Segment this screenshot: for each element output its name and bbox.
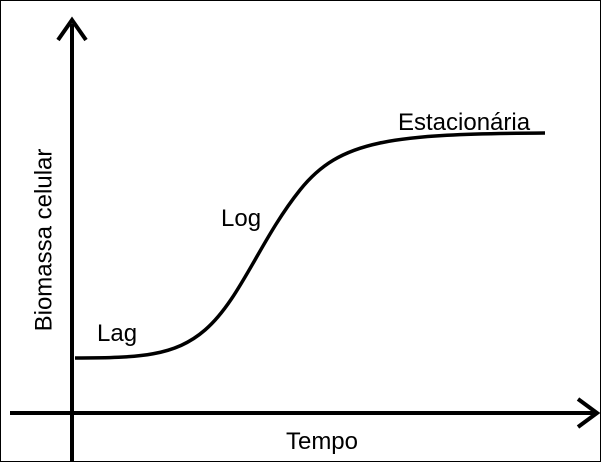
y-axis-label: Biomassa celular	[30, 149, 57, 332]
phase-label: Log	[221, 205, 261, 232]
phase-label: Lag	[97, 320, 137, 347]
phase-label: Estacionária	[398, 109, 531, 136]
y-axis-arrow	[56, 16, 88, 42]
x-axis-label: Tempo	[286, 428, 358, 455]
x-axis-arrow	[576, 397, 601, 429]
growth-curve	[74, 131, 546, 360]
